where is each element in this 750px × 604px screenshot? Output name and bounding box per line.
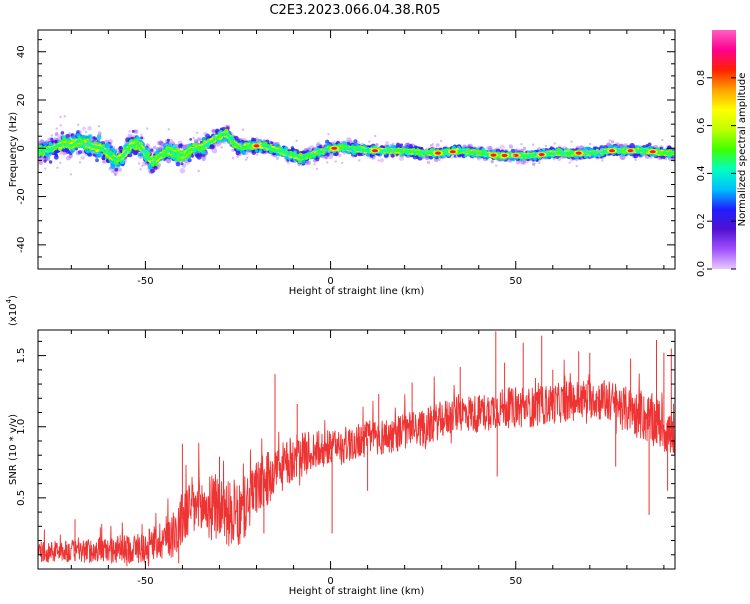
heatmap-cell — [110, 164, 115, 169]
heatmap-cell — [385, 141, 389, 145]
heatmap-cell — [76, 130, 79, 133]
heatmap-cell — [97, 135, 102, 140]
heatmap-cell — [94, 137, 97, 140]
heatmap-cell — [353, 139, 357, 143]
heatmap-cell — [167, 139, 170, 142]
heatmap-cell — [78, 150, 82, 154]
heatmap-cell — [95, 158, 99, 162]
heatmap-cell — [81, 156, 85, 160]
heatmap-cell — [132, 150, 137, 155]
heatmap-cell — [102, 157, 105, 160]
heatmap-cell — [180, 168, 186, 174]
heatmap-cell — [241, 150, 246, 155]
heatmap-cell — [150, 149, 153, 152]
heatmap-cell — [153, 146, 156, 149]
heatmap-cell — [87, 136, 90, 139]
heatmap-cell — [611, 140, 614, 143]
heatmap-cell — [648, 143, 652, 147]
heatmap-cell — [114, 168, 118, 172]
heatmap-cell — [532, 162, 535, 165]
heatmap-cell — [118, 168, 122, 172]
heatmap-cell — [61, 131, 65, 135]
heatmap-cell — [427, 161, 430, 164]
heatmap-cell — [176, 162, 181, 167]
heatmap-cell — [399, 156, 404, 161]
heatmap-cell — [436, 143, 440, 147]
heatmap-cell — [542, 148, 545, 151]
heatmap-cell — [178, 144, 183, 149]
heatmap-cell — [66, 156, 71, 161]
heatmap-cell — [499, 145, 505, 151]
heatmap-cell — [189, 138, 192, 141]
heatmap-cell — [191, 155, 194, 158]
heatmap-cell — [140, 136, 143, 139]
heatmap-cell — [43, 160, 46, 163]
heatmap-cell — [48, 142, 51, 145]
heatmap-cell — [132, 130, 135, 133]
heatmap-cell — [491, 160, 494, 163]
heatmap-cell — [111, 169, 115, 173]
heatmap-cell — [181, 162, 184, 165]
heatmap-cell — [157, 141, 161, 145]
heatmap-cell — [59, 152, 62, 155]
heatmap-cell — [105, 143, 109, 147]
heatmap-cell — [44, 142, 47, 145]
heatmap-cell — [325, 156, 328, 159]
heatmap-cell — [198, 153, 201, 156]
heatmap-cell — [87, 126, 92, 131]
figure-title: C2E3.2023.066.04.38.R05 — [269, 3, 440, 18]
heatmap-cell — [166, 159, 171, 164]
heatmap-cell — [276, 157, 279, 160]
heatmap-cell — [217, 142, 222, 147]
heatmap-cell — [137, 153, 140, 156]
heatmap-cell — [380, 158, 384, 162]
heatmap-cell — [155, 163, 159, 167]
heatmap-cell — [212, 129, 215, 132]
heatmap-cell — [211, 145, 215, 149]
heatmap-cell — [50, 138, 53, 141]
heatmap-cell — [307, 161, 311, 165]
heatmap-cell — [49, 160, 52, 163]
heatmap-cell — [97, 154, 101, 158]
heatmap-cell — [119, 146, 122, 149]
spectrogram-heatmap — [36, 115, 678, 176]
heatmap-cell — [509, 144, 513, 148]
heatmap-cell — [82, 127, 86, 131]
heatmap-cell — [338, 154, 341, 157]
heatmap-cell — [326, 153, 329, 156]
